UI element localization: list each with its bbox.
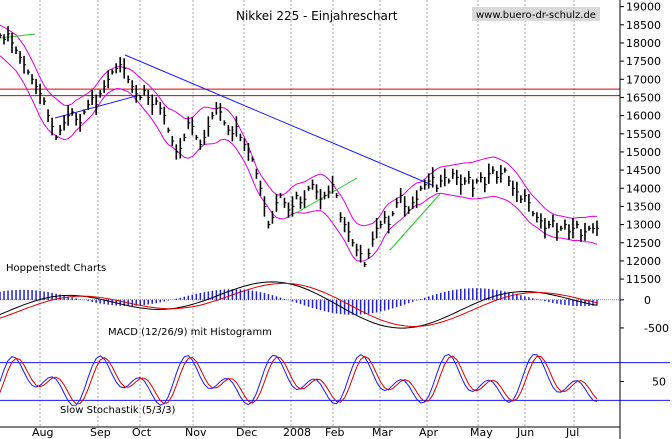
- trendline-down: [124, 54, 433, 186]
- x-tick-label: Aug: [32, 426, 53, 439]
- y-tick-label: 17000: [626, 73, 661, 86]
- y-tick-label: 17500: [626, 55, 661, 68]
- x-tick-label: Jul: [565, 426, 579, 439]
- bollinger-lower: [0, 55, 598, 262]
- chart-grid: [0, 0, 620, 427]
- y-tick-label: 13000: [626, 219, 661, 232]
- macd-signal-line: [0, 282, 598, 328]
- x-tick-label: 2008: [283, 426, 311, 439]
- watermark-box: [472, 7, 600, 21]
- chart-title: Nikkei 225 - Einjahreschart: [236, 9, 398, 23]
- macd-line: [0, 281, 598, 329]
- y-tick-label: 16500: [626, 91, 661, 104]
- stochastic-panel: [0, 353, 670, 406]
- trend-lines: [0, 33, 441, 251]
- y-tick-label: 14000: [626, 182, 661, 195]
- y-tick-label: 12500: [626, 237, 661, 250]
- x-tick-label: Mar: [372, 426, 393, 439]
- trendline-support-1: [54, 94, 141, 119]
- stoch-tick-label: 50: [652, 376, 666, 389]
- stochastic-label: Slow Stochastik (5/3/3): [60, 405, 176, 416]
- stoch-d-line: [0, 355, 598, 405]
- x-tick-label: Dec: [236, 426, 257, 439]
- macd-label: MACD (12/26/9) mit Histogramm: [108, 327, 272, 338]
- x-tick-label: Apr: [419, 426, 439, 439]
- macd-panel: [0, 281, 620, 329]
- trendline-up-3: [0, 33, 36, 39]
- x-tick-label: Nov: [185, 426, 207, 439]
- stoch-k-line: [0, 353, 598, 406]
- y-tick-label: 15500: [626, 128, 661, 141]
- y-tick-label: 12000: [626, 255, 661, 268]
- bollinger-bands: [0, 24, 598, 262]
- x-tick-label: Oct: [132, 426, 152, 439]
- y-tick-label: 18000: [626, 37, 661, 50]
- x-tick-label: Sep: [90, 426, 111, 439]
- y-tick-label: 16000: [626, 110, 661, 123]
- watermark-text: www.buero-dr-schulz.de: [476, 10, 596, 21]
- y-tick-label: 14500: [626, 164, 661, 177]
- trendline-up-2: [389, 193, 441, 251]
- macd-tick-label: 0: [644, 294, 651, 307]
- bollinger-upper: [0, 24, 598, 227]
- y-tick-label: 13500: [626, 200, 661, 213]
- y-tick-label: 15000: [626, 146, 661, 159]
- y-tick-label: 11500: [626, 273, 661, 286]
- macd-tick-label: -500: [644, 322, 669, 335]
- x-tick-label: Feb: [325, 426, 344, 439]
- y-tick-label: 18500: [626, 19, 661, 32]
- price-bars: [0, 26, 599, 268]
- x-tick-label: May: [470, 426, 493, 439]
- source-label: Hoppenstedt Charts: [6, 263, 106, 274]
- x-tick-label: Jun: [516, 426, 534, 439]
- y-tick-label: 19000: [626, 1, 661, 14]
